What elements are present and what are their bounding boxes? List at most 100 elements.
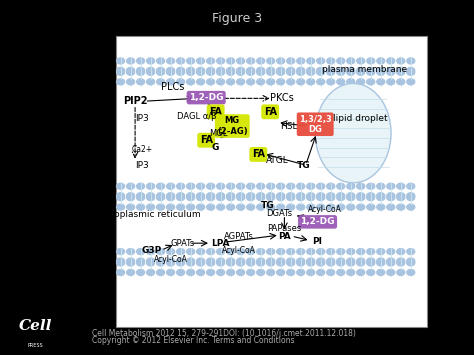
Text: G: G: [212, 143, 219, 152]
Circle shape: [257, 248, 264, 255]
Circle shape: [387, 260, 395, 266]
Circle shape: [227, 69, 235, 75]
Circle shape: [277, 260, 285, 266]
Circle shape: [397, 193, 405, 199]
Circle shape: [207, 58, 215, 64]
Circle shape: [347, 248, 355, 255]
Circle shape: [277, 258, 285, 264]
Circle shape: [257, 69, 264, 75]
Circle shape: [267, 260, 274, 266]
Circle shape: [327, 79, 335, 85]
Circle shape: [237, 69, 245, 75]
Circle shape: [397, 79, 405, 85]
Circle shape: [197, 248, 205, 255]
Circle shape: [327, 58, 335, 64]
Circle shape: [307, 204, 315, 210]
Circle shape: [156, 258, 164, 264]
Circle shape: [207, 260, 215, 266]
Circle shape: [167, 258, 174, 264]
Text: IP3: IP3: [135, 114, 149, 124]
Circle shape: [156, 204, 164, 210]
Circle shape: [307, 248, 315, 255]
Circle shape: [337, 195, 345, 201]
Text: Acyl-CoA: Acyl-CoA: [222, 246, 256, 255]
Circle shape: [167, 195, 174, 201]
Circle shape: [357, 204, 365, 210]
Circle shape: [117, 183, 125, 189]
Circle shape: [397, 69, 405, 75]
Circle shape: [327, 258, 335, 264]
Circle shape: [347, 183, 355, 189]
Circle shape: [267, 204, 274, 210]
Circle shape: [167, 183, 174, 189]
Circle shape: [197, 69, 205, 75]
Circle shape: [146, 248, 155, 255]
Circle shape: [297, 69, 305, 75]
Circle shape: [217, 79, 225, 85]
Circle shape: [377, 193, 385, 199]
Circle shape: [246, 183, 255, 189]
Text: FA: FA: [200, 135, 213, 145]
Circle shape: [187, 193, 195, 199]
Circle shape: [187, 69, 195, 75]
Circle shape: [117, 248, 125, 255]
Circle shape: [377, 67, 385, 73]
Circle shape: [146, 183, 155, 189]
Circle shape: [167, 260, 174, 266]
Circle shape: [127, 67, 135, 73]
Text: Figure 3: Figure 3: [212, 12, 262, 26]
Circle shape: [246, 58, 255, 64]
Circle shape: [267, 79, 274, 85]
Circle shape: [217, 195, 225, 201]
Circle shape: [117, 69, 125, 75]
Circle shape: [156, 58, 164, 64]
Circle shape: [367, 260, 375, 266]
Circle shape: [257, 193, 264, 199]
Circle shape: [227, 248, 235, 255]
Text: Acyl-CoA: Acyl-CoA: [154, 255, 188, 264]
Circle shape: [127, 193, 135, 199]
Circle shape: [246, 204, 255, 210]
Circle shape: [407, 195, 415, 201]
Circle shape: [237, 67, 245, 73]
Circle shape: [167, 204, 174, 210]
Circle shape: [287, 269, 295, 275]
Circle shape: [287, 248, 295, 255]
Circle shape: [397, 67, 405, 73]
Text: Acyl-CoA: Acyl-CoA: [308, 205, 342, 214]
Circle shape: [156, 195, 164, 201]
Circle shape: [197, 195, 205, 201]
Circle shape: [177, 248, 184, 255]
Circle shape: [387, 58, 395, 64]
Text: PKCs: PKCs: [270, 93, 294, 103]
Circle shape: [377, 260, 385, 266]
Circle shape: [167, 79, 174, 85]
Circle shape: [127, 69, 135, 75]
Circle shape: [277, 195, 285, 201]
Circle shape: [397, 183, 405, 189]
Circle shape: [297, 260, 305, 266]
Circle shape: [156, 69, 164, 75]
Text: PAPases: PAPases: [267, 224, 301, 234]
Circle shape: [387, 183, 395, 189]
Circle shape: [237, 260, 245, 266]
Circle shape: [387, 248, 395, 255]
Circle shape: [167, 67, 174, 73]
Circle shape: [217, 183, 225, 189]
Circle shape: [237, 195, 245, 201]
Circle shape: [287, 183, 295, 189]
Text: lipid droplet: lipid droplet: [333, 114, 388, 124]
Circle shape: [287, 195, 295, 201]
Circle shape: [217, 67, 225, 73]
Circle shape: [397, 260, 405, 266]
Circle shape: [367, 67, 375, 73]
Circle shape: [387, 79, 395, 85]
Circle shape: [177, 79, 184, 85]
Circle shape: [237, 79, 245, 85]
Circle shape: [187, 67, 195, 73]
Circle shape: [367, 183, 375, 189]
Circle shape: [137, 260, 145, 266]
Circle shape: [146, 69, 155, 75]
Circle shape: [367, 58, 375, 64]
Circle shape: [187, 79, 195, 85]
